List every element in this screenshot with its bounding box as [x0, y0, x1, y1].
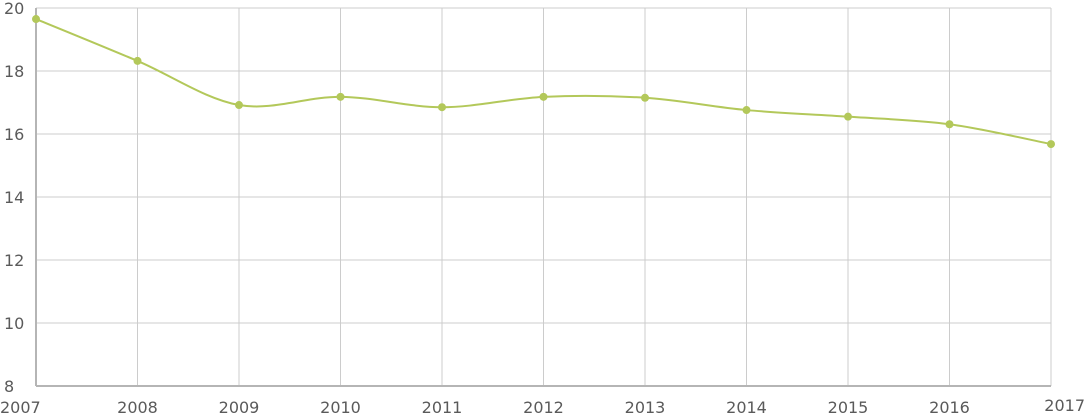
data-point[interactable]	[742, 106, 751, 115]
x-tick-label: 2016	[929, 398, 970, 417]
x-tick-label: 2017	[1044, 396, 1085, 415]
y-tick-label: 12	[4, 251, 24, 270]
grid-layer	[36, 7, 1052, 386]
y-tick-label: 16	[4, 125, 24, 144]
data-point[interactable]	[133, 56, 142, 65]
axis-layer	[35, 8, 1051, 387]
x-tick-label: 2014	[726, 398, 767, 417]
x-tick-label: 2015	[828, 398, 869, 417]
y-tick-label: 8	[4, 377, 14, 396]
x-tick-label: 2013	[625, 398, 666, 417]
x-tick-label: 2010	[320, 398, 361, 417]
x-tick-label: 2011	[422, 398, 463, 417]
data-point[interactable]	[438, 103, 446, 112]
data-point[interactable]	[1047, 140, 1055, 149]
y-tick-label: 18	[4, 62, 24, 81]
x-tick-label: 2009	[219, 398, 260, 417]
data-point[interactable]	[539, 92, 548, 101]
x-tick-label: 2012	[523, 398, 564, 417]
x-tick-label: 2008	[117, 398, 158, 417]
point-layer	[32, 15, 1055, 149]
data-point[interactable]	[945, 120, 954, 129]
y-tick-label: 20	[4, 0, 24, 18]
y-tick-label: 10	[4, 314, 24, 333]
data-point[interactable]	[641, 93, 649, 102]
data-point[interactable]	[32, 15, 40, 24]
data-point[interactable]	[235, 101, 243, 110]
x-tick-label: 2007	[0, 398, 41, 417]
data-point[interactable]	[844, 112, 852, 121]
y-tick-label: 14	[4, 188, 24, 207]
data-point[interactable]	[336, 92, 345, 101]
